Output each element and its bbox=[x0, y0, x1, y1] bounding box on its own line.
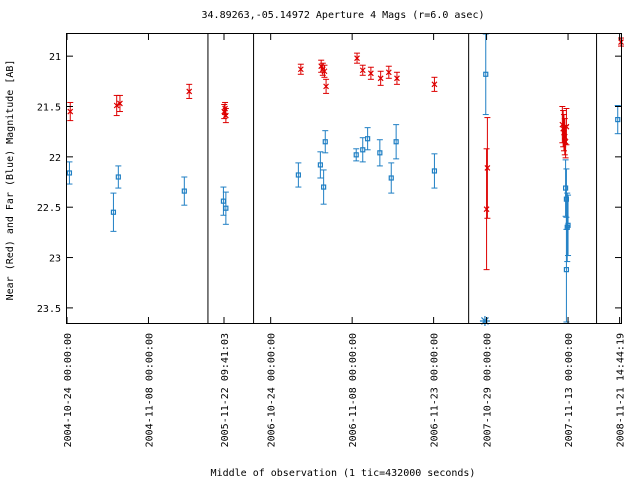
x-tick-label: 2007-11-13 00:00:00 bbox=[564, 333, 575, 447]
x-axis-label: Middle of observation (1 tic=432000 seco… bbox=[211, 468, 476, 479]
data-point-square bbox=[317, 162, 323, 168]
data-point-x bbox=[186, 88, 193, 95]
y-tick-label: 21.5 bbox=[37, 103, 61, 114]
x-tick-label: 2005-11-22 09:41:03 bbox=[220, 333, 231, 447]
data-point-x bbox=[354, 55, 360, 62]
data-point-x bbox=[377, 75, 384, 82]
data-point-x bbox=[117, 100, 123, 107]
x-tick-label: 2008-11-21 14:44:19 bbox=[616, 333, 627, 447]
plot-frame bbox=[66, 33, 622, 324]
data-point-square bbox=[365, 136, 371, 142]
data-point-square bbox=[110, 209, 117, 215]
x-tick-label: 2004-10-24 00:00:00 bbox=[63, 333, 74, 447]
data-point-x bbox=[222, 112, 229, 119]
data-point-x bbox=[385, 69, 392, 76]
y-axis: 21 21.5 22 22.5 23 23.5 bbox=[37, 52, 621, 315]
data-point-square bbox=[322, 139, 328, 145]
series-far-blue bbox=[66, 33, 621, 323]
data-point-x bbox=[562, 138, 569, 145]
data-point-square bbox=[393, 139, 399, 145]
data-point-square bbox=[66, 170, 73, 176]
series-near-red bbox=[67, 37, 624, 271]
data-point-x bbox=[222, 105, 228, 112]
data-point-x bbox=[67, 108, 74, 115]
season-separators bbox=[207, 34, 598, 323]
data-point-x bbox=[394, 75, 400, 82]
x-tick-label: 2004-11-08 00:00:00 bbox=[144, 333, 155, 447]
series-far-blue-limit bbox=[479, 315, 490, 326]
y-tick-label: 23.5 bbox=[37, 304, 61, 315]
data-point-x bbox=[483, 206, 490, 213]
data-point-square bbox=[223, 205, 229, 211]
data-point-x bbox=[431, 81, 438, 88]
data-point-square bbox=[115, 174, 121, 180]
data-point-square bbox=[563, 267, 570, 273]
y-tick-label: 23 bbox=[49, 254, 61, 265]
data-point-square bbox=[483, 71, 489, 77]
x-axis: 2004-10-24 00:00:00 2004-11-08 00:00:00 20… bbox=[63, 34, 627, 447]
data-point-square bbox=[353, 152, 359, 158]
data-point-square bbox=[377, 150, 383, 156]
x-tick-label: 2006-10-24 00:00:00 bbox=[267, 333, 278, 447]
data-point-x bbox=[297, 66, 304, 73]
data-point-x bbox=[323, 83, 330, 90]
data-point-asterisk bbox=[479, 315, 490, 326]
data-point-square bbox=[388, 175, 394, 181]
error-bars-and-points bbox=[66, 33, 624, 326]
x-tick-label: 2006-11-08 00:00:00 bbox=[348, 333, 359, 447]
data-point-square bbox=[431, 168, 438, 174]
x-tick-label: 2006-11-23 00:00:00 bbox=[430, 333, 441, 447]
data-point-square bbox=[321, 184, 327, 190]
data-point-x bbox=[367, 70, 374, 77]
y-tick-label: 21 bbox=[49, 52, 61, 63]
data-point-square bbox=[181, 188, 187, 194]
data-point-x bbox=[484, 165, 491, 171]
data-point-x bbox=[113, 102, 120, 109]
y-axis-label: Near (Red) and Far (Blue) Magnitude [AB] bbox=[5, 60, 16, 301]
data-point-square bbox=[295, 172, 301, 178]
chart-title: 34.89263,-05.14972 Aperture 4 Mags (r=6.… bbox=[202, 10, 485, 21]
data-point-x bbox=[563, 123, 570, 130]
y-tick-label: 22.5 bbox=[37, 203, 61, 214]
x-tick-label: 2007-10-29 00:00:00 bbox=[483, 333, 494, 447]
data-point-x bbox=[321, 68, 328, 75]
y-tick-label: 22 bbox=[49, 153, 61, 164]
data-point-square bbox=[615, 116, 621, 123]
data-point-x bbox=[359, 67, 366, 74]
data-point-square bbox=[562, 185, 569, 191]
